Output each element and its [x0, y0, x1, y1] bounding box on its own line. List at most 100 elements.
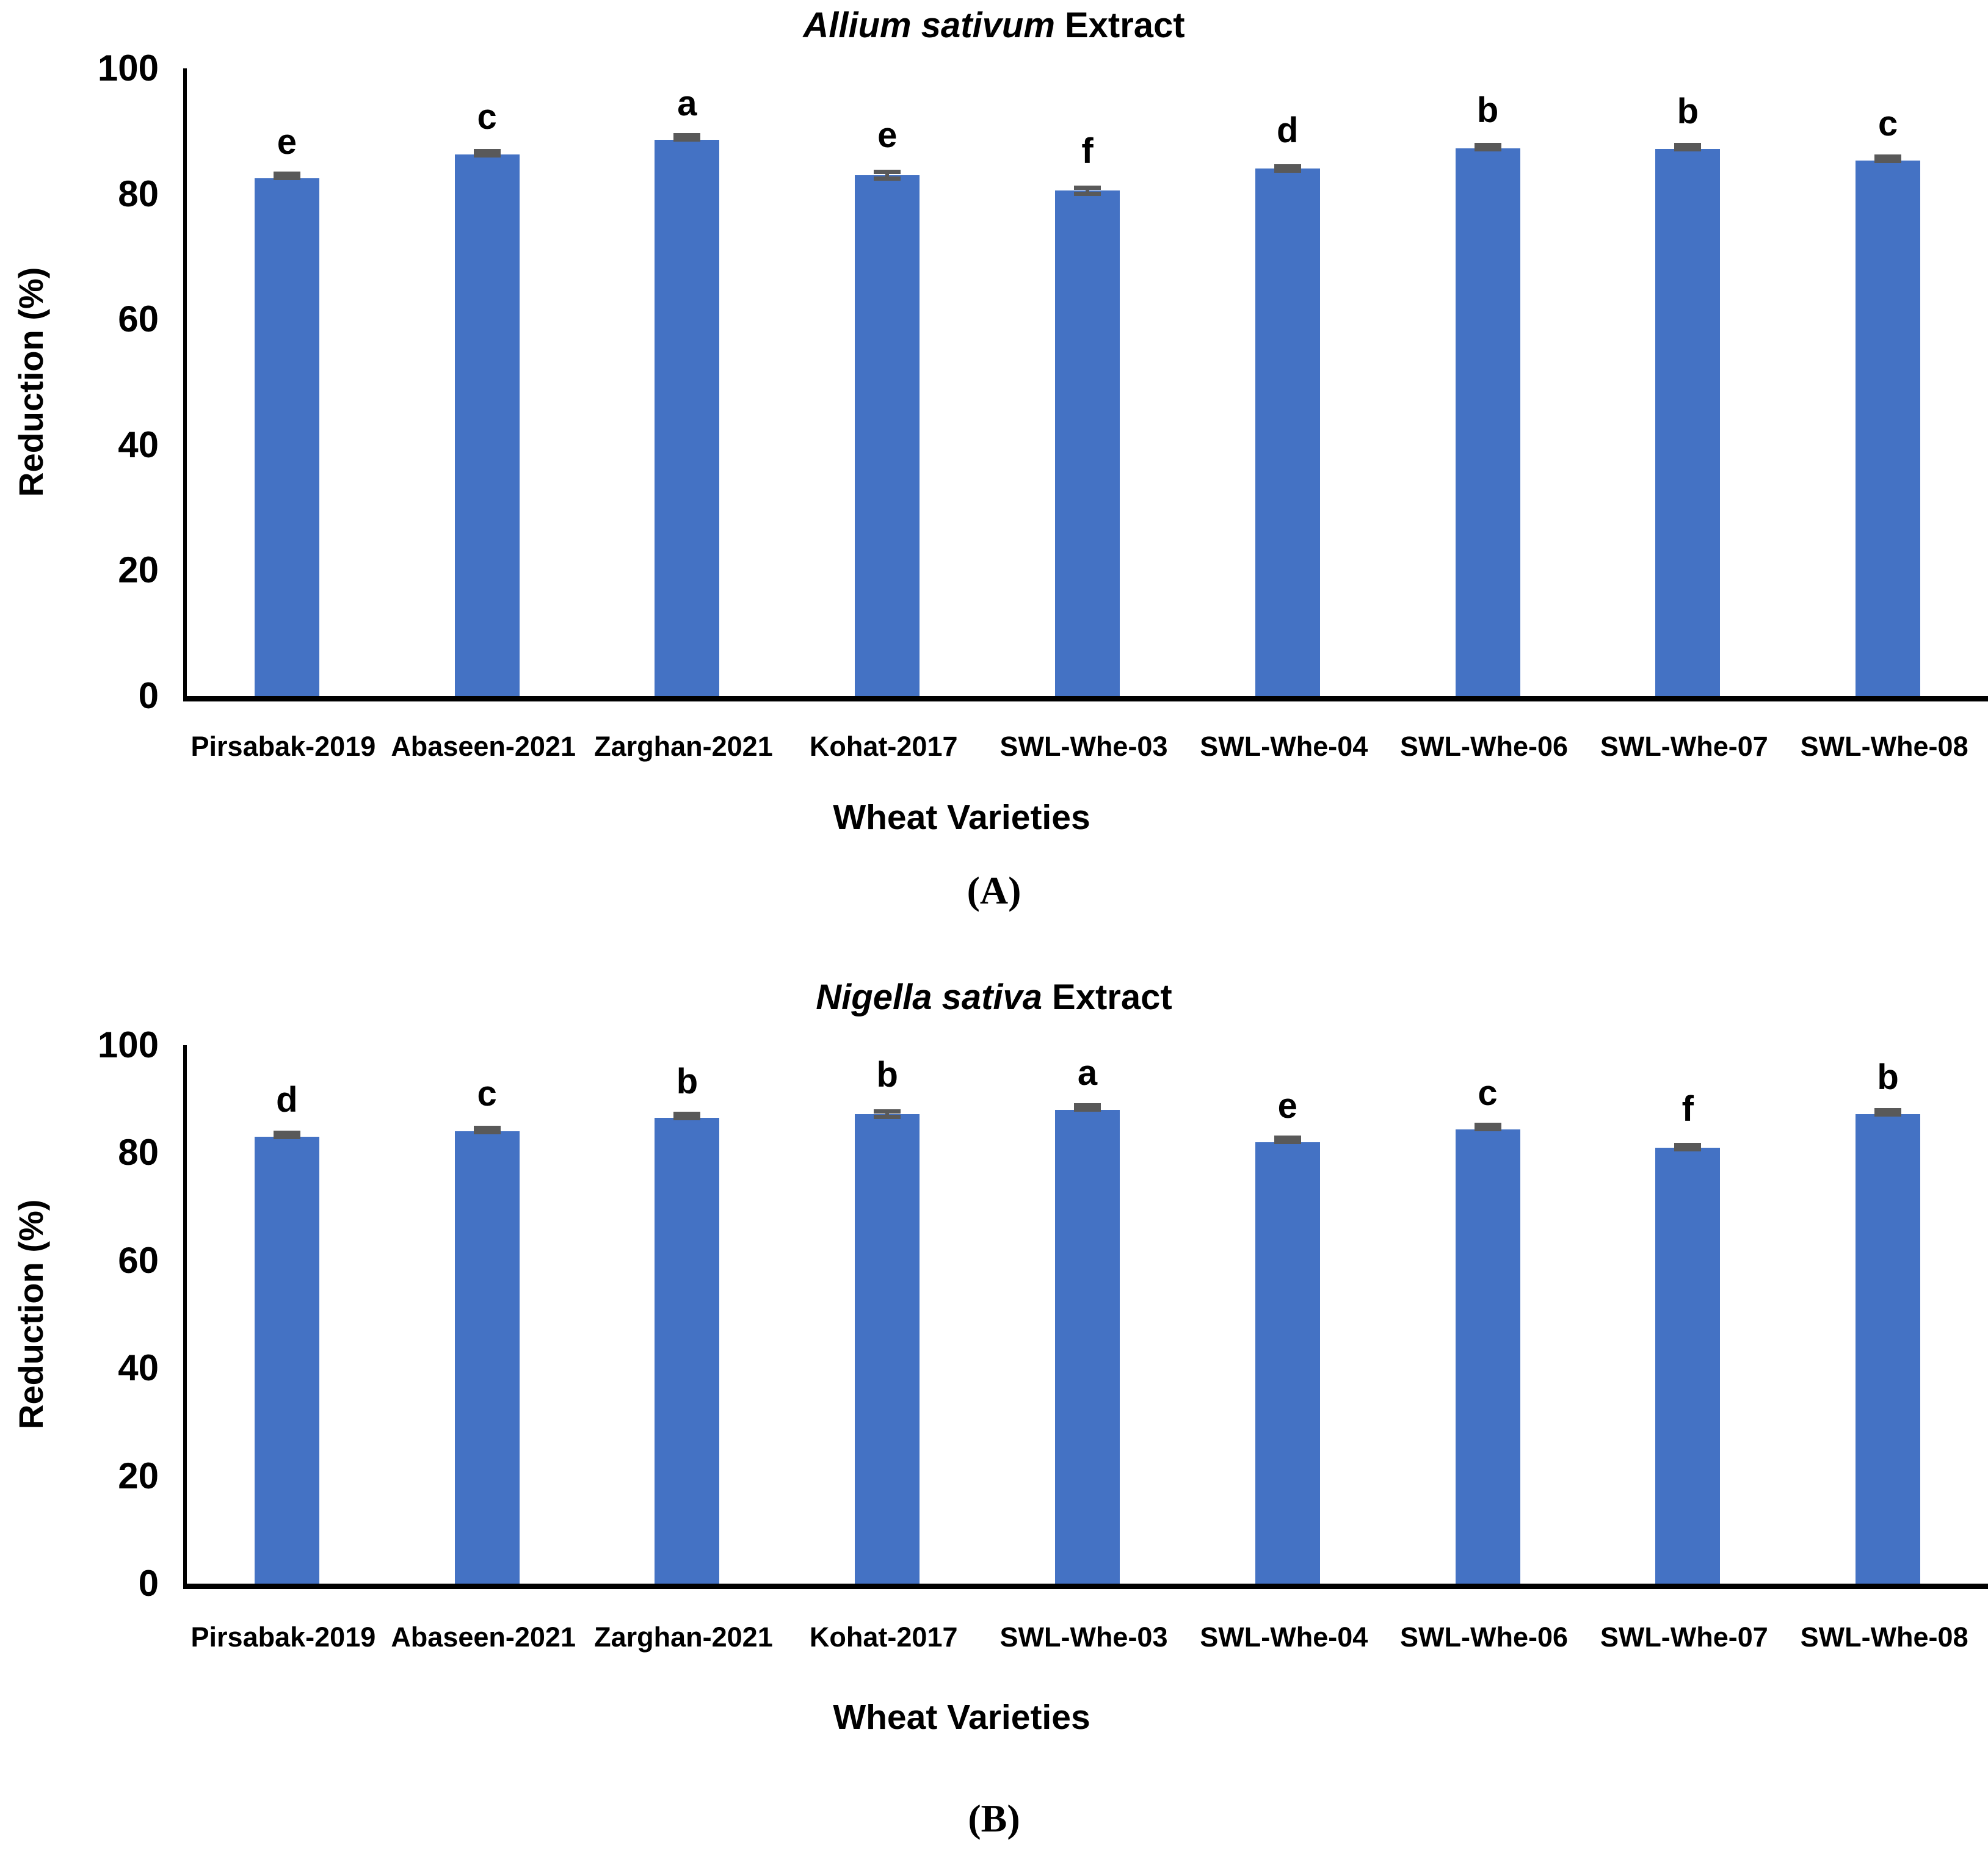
x-tick-label: Kohat-2017: [809, 731, 958, 762]
x-tick-label: SWL-Whe-04: [1200, 1621, 1368, 1653]
error-bar: [673, 133, 701, 142]
panel-caption-a: (A): [967, 869, 1021, 912]
panel-caption-b: (B): [968, 1797, 1020, 1840]
y-tick-label: 40: [118, 424, 159, 465]
x-tick-label: Kohat-2017: [809, 1621, 958, 1653]
significance-letter: b: [1877, 1057, 1899, 1097]
y-tick-label: 20: [118, 1455, 159, 1496]
y-tick-label: 100: [97, 1024, 159, 1065]
x-tick-label: SWL-Whe-03: [999, 1621, 1168, 1653]
y-tick-label: 0: [138, 1563, 159, 1604]
bar-SWL-Whe-07: [1655, 1147, 1721, 1584]
chart-title-a-species: Allium sativum: [803, 5, 1055, 45]
x-tick-label: SWL-Whe-08: [1800, 1621, 1968, 1653]
significance-letter: b: [1476, 90, 1499, 131]
significance-letter: e: [877, 115, 898, 155]
x-axis-label-a: Wheat Varieties: [833, 798, 1090, 837]
y-tick-label: 60: [118, 299, 159, 340]
bar-SWL-Whe-03: [1055, 1109, 1120, 1584]
bar-Pirsabak-2019: [254, 1136, 319, 1584]
y-tick-label: 80: [118, 1132, 159, 1173]
plot-area: e c a e f d b b c: [183, 68, 1988, 701]
panel-b: Nigella sativa Extract Reduction (%) 0 20 4…: [0, 936, 1988, 1873]
bar-Kohat-2017: [855, 175, 920, 696]
y-tick-labels-a: 0 20 40 60 80 100: [37, 48, 159, 716]
significance-letter: a: [1077, 1053, 1098, 1093]
x-tick-label: Pirsabak-2019: [190, 731, 376, 762]
error-bar: [1874, 1108, 1902, 1117]
x-tick-label: Zarghan-2021: [594, 1621, 773, 1653]
significance-letter: f: [1081, 131, 1094, 172]
x-tick-label: SWL-Whe-04: [1200, 731, 1368, 762]
error-bar: [1074, 1103, 1101, 1112]
significance-letter: b: [676, 1061, 698, 1101]
x-tick-label: SWL-Whe-07: [1600, 1621, 1768, 1653]
bar-Pirsabak-2019: [254, 178, 319, 696]
error-bar: [874, 1109, 901, 1119]
bar-Zarghan-2021: [655, 140, 720, 696]
significance-letter: b: [1677, 92, 1699, 132]
error-bar: [273, 171, 300, 180]
bar-SWL-Whe-07: [1655, 148, 1721, 696]
y-tick-label: 100: [97, 48, 159, 89]
significance-letter: e: [277, 121, 297, 162]
y-tick-labels-b: 0 20 40 60 80 100: [37, 1024, 159, 1604]
error-bar: [673, 1111, 701, 1120]
significance-letter: a: [677, 84, 697, 124]
bar-SWL-Whe-06: [1455, 148, 1520, 696]
y-tick-label: 20: [118, 549, 159, 591]
x-tick-label: Pirsabak-2019: [190, 1621, 376, 1653]
error-bar: [473, 1126, 501, 1135]
panel-a: Allium sativum Extract Reduction (%) 0 20 4…: [0, 0, 1988, 936]
bar-SWL-Whe-03: [1055, 190, 1120, 696]
error-bar: [1674, 142, 1702, 151]
significance-letter: c: [477, 1073, 497, 1114]
y-tick-label: 40: [118, 1347, 159, 1389]
y-tick-label: 0: [138, 675, 159, 716]
chart-title-b-species: Nigella sativa: [816, 977, 1043, 1017]
x-tick-labels-b: Pirsabak-2019 Abaseen-2021 Zarghan-2021 Koh…: [183, 1613, 1984, 1668]
significance-letter: d: [276, 1079, 298, 1120]
bar-SWL-Whe-04: [1255, 1142, 1320, 1584]
bar-SWL-Whe-08: [1856, 1114, 1921, 1584]
significance-letter: f: [1681, 1089, 1694, 1129]
x-tick-label: SWL-Whe-08: [1800, 731, 1968, 762]
error-bar: [874, 169, 901, 181]
chart-title-a-rest: Extract: [1064, 5, 1185, 45]
significance-letter: d: [1277, 110, 1299, 151]
bar-SWL-Whe-04: [1255, 168, 1320, 696]
significance-letter: e: [1277, 1085, 1297, 1126]
x-axis-label-b: Wheat Varieties: [833, 1698, 1090, 1737]
chart-title-a: Allium sativum Extract: [0, 5, 1988, 46]
bar-Abaseen-2021: [454, 1131, 520, 1584]
y-tick-label: 60: [118, 1239, 159, 1281]
chart-title-b: Nigella sativa Extract: [0, 977, 1988, 1018]
x-tick-label: Abaseen-2021: [391, 731, 576, 762]
error-bar: [1074, 186, 1101, 196]
error-bar: [1474, 1123, 1501, 1132]
error-bar: [1274, 1135, 1301, 1144]
error-bar: [1474, 142, 1501, 151]
bar-Zarghan-2021: [655, 1118, 720, 1584]
chart-title-b-rest: Extract: [1052, 977, 1172, 1017]
error-bar: [1874, 154, 1902, 164]
bar-Kohat-2017: [855, 1114, 920, 1584]
significance-letter: c: [1877, 104, 1898, 144]
bar-Abaseen-2021: [454, 154, 520, 696]
x-tick-label: SWL-Whe-06: [1400, 1621, 1569, 1653]
x-tick-label: SWL-Whe-06: [1400, 731, 1569, 762]
x-tick-label: Zarghan-2021: [594, 731, 773, 762]
error-bar: [1674, 1142, 1702, 1151]
significance-letter: b: [876, 1054, 898, 1095]
error-bar: [273, 1131, 300, 1140]
error-bar: [1274, 164, 1301, 173]
bar-SWL-Whe-06: [1455, 1129, 1520, 1584]
significance-letter: c: [1478, 1073, 1498, 1114]
x-tick-label: Abaseen-2021: [391, 1621, 576, 1653]
x-tick-label: SWL-Whe-03: [999, 731, 1168, 762]
y-tick-label: 80: [118, 173, 159, 214]
x-tick-labels-a: Pirsabak-2019 Abaseen-2021 Zarghan-2021 Koh…: [183, 722, 1984, 777]
bar-SWL-Whe-08: [1856, 161, 1921, 696]
